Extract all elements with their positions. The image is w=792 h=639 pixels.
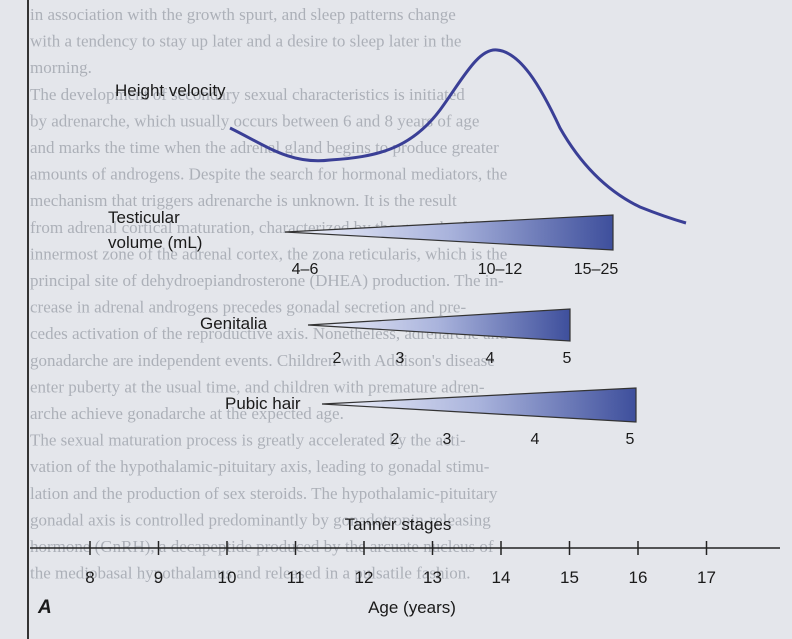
bleed-line: in association with the growth spurt, an… [30, 5, 456, 24]
age-tick-label: 9 [154, 568, 163, 587]
testicular-label: Testicular [108, 208, 180, 227]
stage-number: 2 [391, 431, 400, 448]
bleed-line: lation and the production of sex steroid… [30, 484, 498, 503]
stage-number: 4 [486, 350, 495, 367]
bleed-line: enter puberty at the usual time, and chi… [30, 377, 485, 396]
stage-number: 4 [531, 431, 540, 448]
bleed-line: innermost zone of the adrenal cortex, th… [30, 244, 507, 263]
stage-number: 2 [333, 350, 342, 367]
genitalia-label: Genitalia [200, 314, 268, 333]
bleed-line: The sexual maturation process is greatly… [30, 431, 466, 450]
bleed-line: hormone (GnRH), a decapeptide produced b… [30, 537, 494, 556]
stage-number: 3 [443, 431, 452, 448]
bleed-line: gonadal axis is controlled predominantly… [30, 510, 491, 529]
genitalia-wedge [307, 308, 571, 342]
age-tick-label: 12 [355, 568, 374, 587]
height-velocity-curve [229, 48, 687, 225]
age-axis-label: Age (years) [368, 598, 456, 617]
bleed-line: the mediobasal hypothalamus and released… [30, 564, 470, 583]
bleed-line: with a tendency to stay up later and a d… [30, 32, 461, 51]
testicular-label: volume (mL) [108, 233, 202, 252]
age-tick-label: 13 [423, 568, 442, 587]
bleed-line: The development of secondary sexual char… [30, 85, 465, 104]
age-tick-label: 17 [697, 568, 716, 587]
stage-number: 5 [626, 431, 635, 448]
panel-label: A [37, 597, 52, 618]
pubic-hair-wedge [321, 387, 637, 423]
age-tick-label: 14 [492, 568, 511, 587]
pubic-hair-label: Pubic hair [225, 394, 301, 413]
age-tick-label: 8 [85, 568, 94, 587]
stage-number: 15–25 [574, 261, 619, 278]
height-velocity-label: Height velocity [115, 81, 226, 100]
age-tick-label: 11 [287, 568, 305, 587]
tanner-stages-label: Tanner stages [345, 515, 452, 534]
bleed-line: morning. [30, 58, 92, 77]
bleed-line: crease in adrenal androgens precedes gon… [30, 298, 466, 317]
bleed-line: arche achieve gonadarche at the expected… [30, 404, 344, 423]
bleed-line: vation of the hypothalamic-pituitary axi… [30, 457, 490, 476]
bleed-line: by adrenarche, which usually occurs betw… [30, 111, 479, 130]
stage-number: 10–12 [478, 261, 523, 278]
age-tick-label: 15 [560, 568, 579, 587]
bleed-through-text: in association with the growth spurt, an… [30, 5, 508, 583]
bleed-line: principal site of dehydroepiandrosterone… [30, 271, 504, 290]
bleed-line: mechanism that triggers adrenarche is un… [30, 191, 457, 210]
stage-number: 3 [396, 350, 405, 367]
age-tick-label: 10 [218, 568, 237, 587]
bleed-line: amounts of androgens. Despite the search… [30, 165, 507, 184]
stage-number: 5 [563, 350, 572, 367]
testicular-wedge [284, 214, 614, 251]
bleed-line: gonadarche are independent events. Child… [30, 351, 495, 370]
stage-number: 4–6 [292, 261, 319, 278]
age-tick-label: 16 [629, 568, 648, 587]
